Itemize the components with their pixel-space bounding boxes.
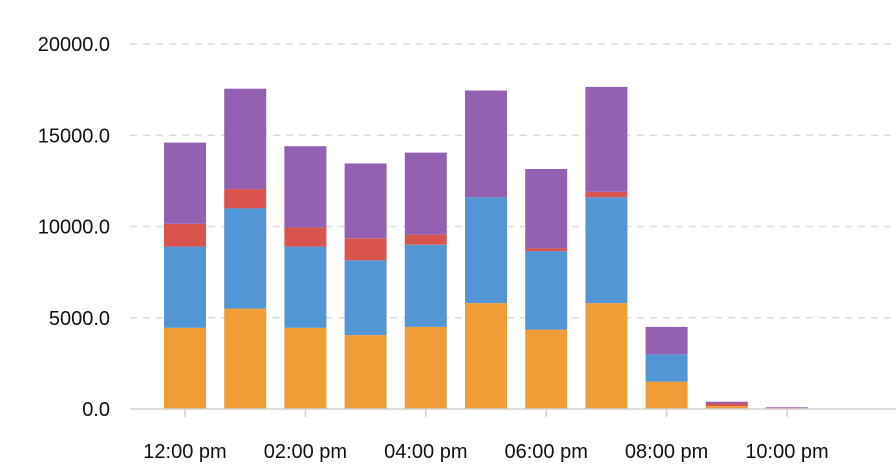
bar-segment-blue [224, 208, 267, 309]
x-tick-label: 04:00 pm [384, 441, 467, 463]
bar-segment-blue [344, 260, 387, 336]
axes [130, 408, 896, 417]
bar-segment-purple [404, 152, 447, 235]
bar-segment-orange [404, 326, 447, 409]
bar-segment-red [224, 189, 267, 209]
tick-labels: 0.0 5000.0 10000.0 15000.0 20000.0 12:00 pm 02… [38, 34, 829, 463]
x-tick-label: 08:00 pm [625, 441, 708, 463]
bar-segment-blue [284, 246, 327, 328]
bar-segment-orange [585, 303, 628, 409]
bar-segment-blue [645, 354, 688, 382]
bar-segment-purple [645, 326, 688, 355]
bar-segment-red [525, 248, 568, 252]
bar-segment-red [705, 403, 748, 407]
bar-segment-red [585, 191, 628, 198]
bar-segment-blue [404, 244, 447, 327]
bar-segment-red [344, 238, 387, 261]
bar-segment-purple [766, 407, 808, 408]
bar-segment-orange [525, 329, 568, 409]
bar-segment-orange [164, 327, 206, 409]
bar-segment-red [284, 227, 327, 247]
bars [164, 86, 808, 409]
bar-segment-purple [465, 90, 507, 198]
bar-segment-red [164, 223, 206, 247]
x-tick-label: 12:00 pm [143, 441, 226, 463]
bar-segment-purple [705, 401, 748, 404]
x-tick-label: 10:00 pm [745, 441, 828, 463]
bar-segment-blue [585, 197, 628, 304]
bar-segment-purple [284, 146, 327, 228]
bar-segment-orange [705, 406, 748, 409]
y-tick-label: 20000.0 [38, 34, 110, 56]
bar-segment-red [766, 407, 808, 409]
bar-segment-blue [164, 246, 206, 328]
bar-segment-orange [645, 381, 688, 409]
gridlines [130, 43, 896, 319]
y-tick-label: 10000.0 [38, 217, 110, 239]
bar-segment-purple [585, 86, 628, 192]
x-tick-label: 06:00 pm [505, 441, 588, 463]
bar-segment-orange [465, 303, 507, 409]
bar-segment-blue [465, 197, 507, 304]
y-tick-label: 5000.0 [49, 308, 110, 330]
bar-segment-orange [284, 327, 327, 409]
bar-segment-purple [525, 169, 568, 249]
bar-segment-orange [344, 335, 387, 409]
x-tick-label: 02:00 pm [264, 441, 347, 463]
y-tick-label: 0.0 [82, 399, 110, 421]
bar-segment-red [404, 234, 447, 245]
bar-segment-purple [344, 163, 387, 239]
bar-segment-purple [224, 88, 267, 190]
bar-segment-purple [164, 142, 206, 224]
bar-segment-orange [224, 308, 267, 409]
y-tick-label: 15000.0 [38, 125, 110, 147]
bar-segment-blue [525, 251, 568, 330]
